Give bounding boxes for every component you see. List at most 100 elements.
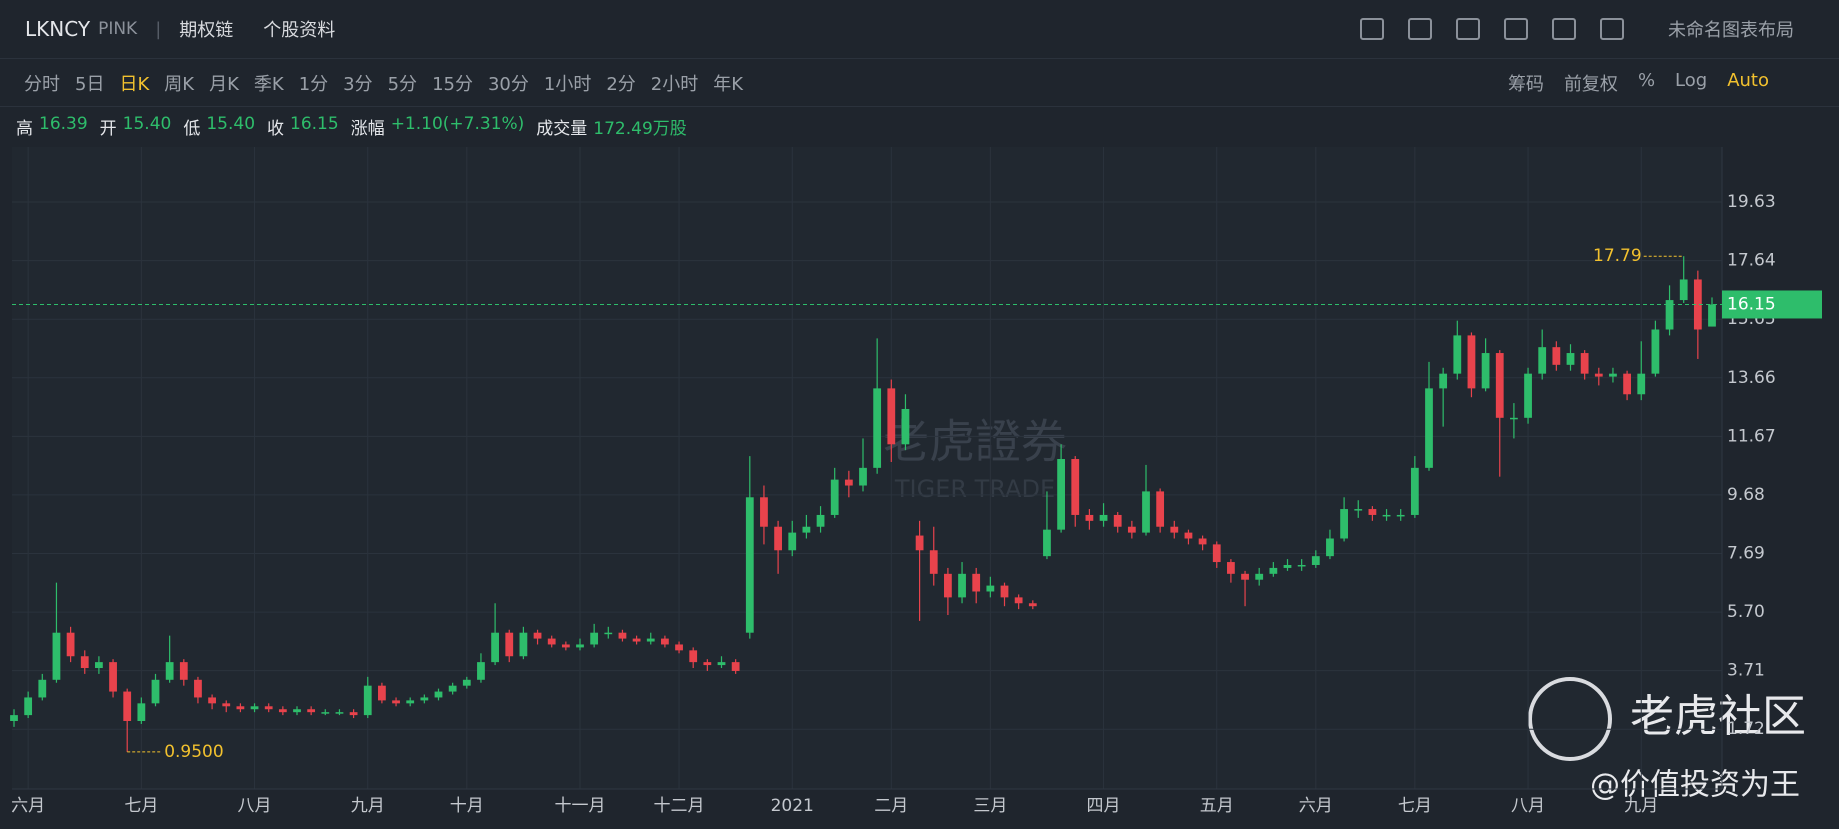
candle-body bbox=[1453, 335, 1462, 374]
candle-body bbox=[38, 679, 47, 698]
author-watermark: @价值投资为王 bbox=[1590, 768, 1800, 803]
candle-body bbox=[151, 679, 160, 704]
candle-body bbox=[321, 712, 330, 714]
quote-value: 16.15 bbox=[290, 114, 339, 134]
last-price-tag bbox=[1722, 290, 1822, 319]
last-price-label: 16.15 bbox=[1727, 294, 1776, 314]
candle-body bbox=[307, 709, 316, 713]
chart-option[interactable]: % bbox=[1637, 69, 1656, 91]
candle-body bbox=[165, 662, 174, 680]
icon[interactable] bbox=[1408, 18, 1432, 40]
period-tab[interactable]: 5分 bbox=[387, 73, 418, 95]
profile-link[interactable]: 个股资料 bbox=[263, 20, 336, 41]
y-tick-label: 5.70 bbox=[1727, 602, 1765, 622]
candle-body bbox=[1340, 509, 1348, 539]
candle-body bbox=[137, 703, 146, 722]
icon[interactable] bbox=[1456, 18, 1480, 40]
candle-body bbox=[717, 662, 726, 666]
quote-key: 涨幅 bbox=[350, 119, 385, 139]
candle-body bbox=[1241, 573, 1249, 580]
period-tab[interactable]: 5日 bbox=[75, 73, 105, 95]
candle-body bbox=[1311, 556, 1320, 565]
chart-option[interactable]: Auto bbox=[1727, 69, 1769, 91]
candle-body bbox=[689, 650, 698, 663]
candle-body bbox=[123, 691, 132, 722]
period-tab[interactable]: 3分 bbox=[343, 73, 373, 95]
period-tab[interactable]: 2分 bbox=[606, 73, 636, 95]
candle-body bbox=[293, 709, 301, 713]
candle-body bbox=[477, 662, 485, 680]
period-tab[interactable]: 季K bbox=[253, 73, 284, 95]
chart-option[interactable]: 筹码 bbox=[1507, 73, 1544, 95]
candle-body bbox=[788, 532, 797, 551]
y-tick-label: 9.68 bbox=[1727, 485, 1765, 505]
x-tick-label: 十二月 bbox=[654, 796, 705, 816]
candle-body bbox=[703, 662, 712, 666]
candle-body bbox=[1127, 526, 1136, 533]
candle-body bbox=[760, 497, 768, 527]
candle-body bbox=[420, 697, 429, 701]
candle-body bbox=[873, 388, 882, 468]
candle-body bbox=[250, 706, 259, 710]
candle-body bbox=[1043, 529, 1051, 557]
candle-body bbox=[1651, 329, 1660, 374]
watermark-sub: TIGER TRADE bbox=[894, 475, 1055, 503]
candle-body bbox=[929, 550, 938, 574]
period-tab[interactable]: 年K bbox=[713, 73, 744, 95]
x-tick-label: 六月 bbox=[11, 796, 45, 816]
candle-body bbox=[1113, 514, 1122, 527]
candle-body bbox=[1665, 300, 1674, 330]
candle-body bbox=[844, 479, 853, 486]
icon[interactable] bbox=[1600, 18, 1624, 40]
candle-body bbox=[1000, 585, 1009, 598]
period-tab[interactable]: 1分 bbox=[298, 73, 329, 95]
candle-body bbox=[264, 706, 273, 710]
period-tab[interactable]: 1小时 bbox=[543, 73, 592, 95]
candle-body bbox=[378, 685, 386, 701]
x-tick-label: 八月 bbox=[238, 796, 272, 816]
icon[interactable] bbox=[1552, 18, 1576, 40]
candle-body bbox=[561, 644, 570, 648]
ticker: LKNCY bbox=[25, 17, 91, 41]
quote-bar: 高 16.39 开 15.40 低 15.40 收 16.15 涨幅 +1.10(+7.31%) 成… bbox=[16, 114, 693, 139]
candle-body bbox=[1269, 567, 1278, 574]
period-tab[interactable]: 周K bbox=[164, 73, 195, 95]
candle-body bbox=[661, 638, 669, 645]
plot-area bbox=[12, 147, 1722, 789]
icon[interactable] bbox=[1360, 18, 1384, 40]
candle-body bbox=[194, 679, 202, 698]
candle-body bbox=[1481, 353, 1490, 389]
candle-body bbox=[1142, 491, 1150, 533]
candle-body bbox=[236, 706, 245, 710]
toolbar: 分时 5日 日K 周K 月K 季K 1分 3分 5分 15分 30分 1小时 2分 2小时 年K 筹码 前复权… bbox=[0, 59, 1839, 107]
y-tick-label: 13.66 bbox=[1727, 368, 1776, 388]
period-tab[interactable]: 月K bbox=[209, 73, 239, 95]
period-tab[interactable]: 分时 bbox=[24, 73, 60, 95]
option-chain-link[interactable]: 期权链 bbox=[179, 20, 234, 41]
candle-body bbox=[1014, 597, 1023, 604]
icon[interactable] bbox=[1504, 18, 1528, 40]
candle-body bbox=[66, 632, 75, 657]
x-tick-label: 九月 bbox=[351, 796, 385, 816]
separator: | bbox=[155, 18, 162, 40]
period-tab[interactable]: 15分 bbox=[432, 73, 473, 95]
x-tick-label: 五月 bbox=[1200, 796, 1234, 816]
candle-body bbox=[1156, 491, 1165, 527]
x-tick-label: 七月 bbox=[124, 796, 158, 816]
candle-body bbox=[972, 573, 981, 592]
layout-menu[interactable]: 未命名图表布局 bbox=[1668, 20, 1794, 41]
x-tick-label: 八月 bbox=[1511, 796, 1545, 816]
chart-option[interactable]: Log bbox=[1675, 69, 1708, 91]
candle-body bbox=[1467, 335, 1476, 389]
chart-option[interactable]: 前复权 bbox=[1563, 73, 1618, 95]
candle-body bbox=[1227, 562, 1235, 574]
candle-body bbox=[830, 479, 839, 515]
period-tab[interactable]: 日K bbox=[119, 73, 150, 95]
candle-body bbox=[1410, 467, 1419, 515]
x-tick-label: 九月 bbox=[1624, 796, 1658, 816]
period-tab[interactable]: 30分 bbox=[487, 73, 529, 95]
period-tab[interactable]: 2小时 bbox=[650, 73, 699, 95]
candle-body bbox=[1495, 353, 1504, 418]
